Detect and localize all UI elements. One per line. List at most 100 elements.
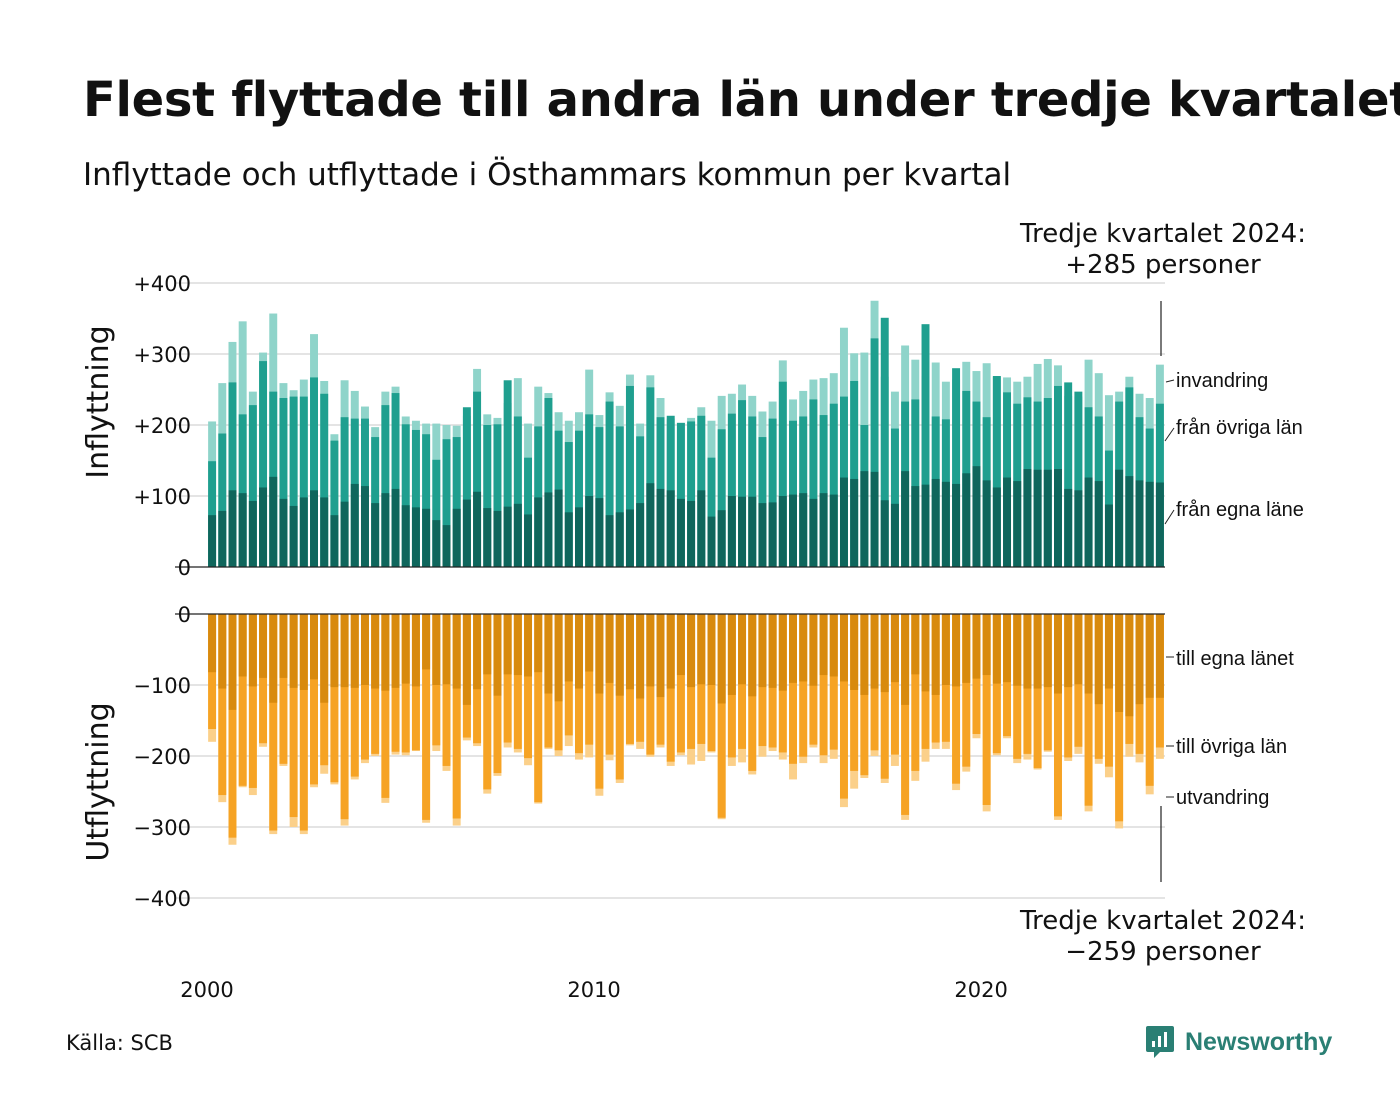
bar-out-series-1 <box>819 614 828 756</box>
bar-in-series-1 <box>727 413 736 567</box>
bar-in-series-1 <box>829 403 838 567</box>
bar-out-series-0 <box>493 614 502 696</box>
bar-out-series-0 <box>330 614 339 688</box>
bar-out-series-1 <box>901 614 910 815</box>
bar-in-series-0 <box>1033 469 1042 567</box>
annotation-top-line1: Tredje kvartalet 2024: <box>1019 219 1306 249</box>
bar-in-series-1 <box>768 418 777 567</box>
bar-out-series-0 <box>615 614 624 696</box>
bar-in-series-1 <box>401 424 410 567</box>
bar-in-series-0 <box>738 496 747 567</box>
bar-in-series-0 <box>503 506 512 567</box>
bar-out-series-0 <box>748 614 757 697</box>
bar-in-series-1 <box>289 396 298 567</box>
bar-in-series-1 <box>778 381 787 567</box>
bar-in-series-0 <box>228 490 237 567</box>
bar-out-series-0 <box>381 614 390 691</box>
grid-layer <box>175 282 1165 899</box>
bar-out-series-0 <box>839 614 848 682</box>
bar-out-series-0 <box>952 614 961 687</box>
bar-out-series-1 <box>1054 614 1062 817</box>
series-label-till-ovriga-lan: till övriga län <box>1176 736 1287 758</box>
bar-in-series-1 <box>503 380 512 567</box>
bar-out-series-0 <box>208 614 217 673</box>
bar-out-series-0 <box>585 614 594 672</box>
bar-in-series-0 <box>544 492 553 567</box>
bar-out-series-0 <box>238 614 247 677</box>
bar-out-series-1 <box>452 614 461 819</box>
bar-in-series-0 <box>615 512 624 567</box>
bar-out-series-0 <box>411 614 420 687</box>
bar-in-series-0 <box>279 498 288 567</box>
bar-out-series-0 <box>289 614 298 688</box>
bar-out-series-0 <box>432 614 441 685</box>
bar-in-series-1 <box>564 442 573 567</box>
bar-out-series-0 <box>962 614 971 683</box>
bar-in-series-0 <box>1084 477 1093 567</box>
bar-in-series-0 <box>462 499 471 567</box>
bar-out-series-0 <box>371 614 380 689</box>
bar-in-series-0 <box>962 473 971 567</box>
y-tick-label: +300 <box>133 343 191 367</box>
bar-out-series-0 <box>819 614 828 676</box>
bar-out-series-1 <box>218 614 227 796</box>
bar-in-series-0 <box>860 471 869 567</box>
bar-out-series-0 <box>697 614 706 685</box>
bar-in-series-0 <box>483 508 492 567</box>
bar-out-series-0 <box>687 614 696 688</box>
bar-out-series-0 <box>850 614 859 690</box>
series-label-fran-egna-lane: från egna läne <box>1176 499 1304 521</box>
source-note: Källa: SCB <box>66 1031 173 1055</box>
bar-in-series-0 <box>208 515 217 567</box>
bar-in-series-0 <box>717 510 726 567</box>
bar-out-series-0 <box>717 614 726 704</box>
bar-out-series-1 <box>259 614 268 744</box>
bar-out-series-0 <box>442 614 451 685</box>
bar-in-series-0 <box>605 515 614 567</box>
bar-out-series-0 <box>1074 614 1083 685</box>
bar-in-series-0 <box>259 487 268 567</box>
bar-in-series-0 <box>1145 481 1154 567</box>
bar-in-series-1 <box>809 399 818 567</box>
bar-out-series-0 <box>279 614 288 678</box>
bar-out-series-1 <box>269 614 278 831</box>
bar-in-series-1 <box>452 437 461 567</box>
bar-out-series-1 <box>829 614 838 750</box>
bar-in-series-1 <box>391 393 400 567</box>
bar-out-series-1 <box>676 614 685 753</box>
bar-in-series-1 <box>870 338 879 567</box>
bar-in-series-0 <box>809 498 818 567</box>
chart-subtitle: Inflyttade och utflyttade i Östhammars k… <box>83 157 1012 193</box>
bar-in-series-0 <box>676 498 685 567</box>
bar-out-series-0 <box>1094 614 1103 705</box>
bar-in-series-0 <box>829 494 838 567</box>
bar-in-series-0 <box>1115 469 1124 567</box>
bar-in-series-0 <box>972 466 981 567</box>
bar-out-series-1 <box>1013 614 1022 759</box>
annotation-bottom-line1: Tredje kvartalet 2024: <box>1019 906 1306 936</box>
bar-in-series-1 <box>310 377 318 567</box>
bar-out-series-0 <box>299 614 308 690</box>
bar-out-series-1 <box>503 614 512 743</box>
chart-title: Flest flyttade till andra län under tred… <box>83 72 1400 128</box>
bar-out-series-1 <box>381 614 390 798</box>
bar-in-series-1 <box>921 324 930 567</box>
series-label-utvandring: utvandring <box>1176 787 1269 809</box>
bar-out-series-0 <box>340 614 349 688</box>
bar-in-series-1 <box>717 429 726 567</box>
bar-out-series-0 <box>992 614 1001 684</box>
bar-in-series-1 <box>992 376 1001 567</box>
bar-in-series-0 <box>921 484 930 567</box>
y-tick-label: 0 <box>178 556 191 580</box>
bar-in-series-1 <box>738 400 747 567</box>
bar-in-series-0 <box>330 515 339 567</box>
bar-out-series-1 <box>524 614 533 759</box>
bar-in-series-1 <box>636 436 645 567</box>
bar-out-series-1 <box>289 614 298 818</box>
bar-out-series-0 <box>646 614 655 687</box>
bar-out-series-0 <box>350 614 359 688</box>
bar-in-series-1 <box>513 416 522 567</box>
bar-out-series-1 <box>483 614 492 790</box>
bar-in-series-0 <box>982 480 991 567</box>
bar-in-series-1 <box>1074 391 1083 567</box>
